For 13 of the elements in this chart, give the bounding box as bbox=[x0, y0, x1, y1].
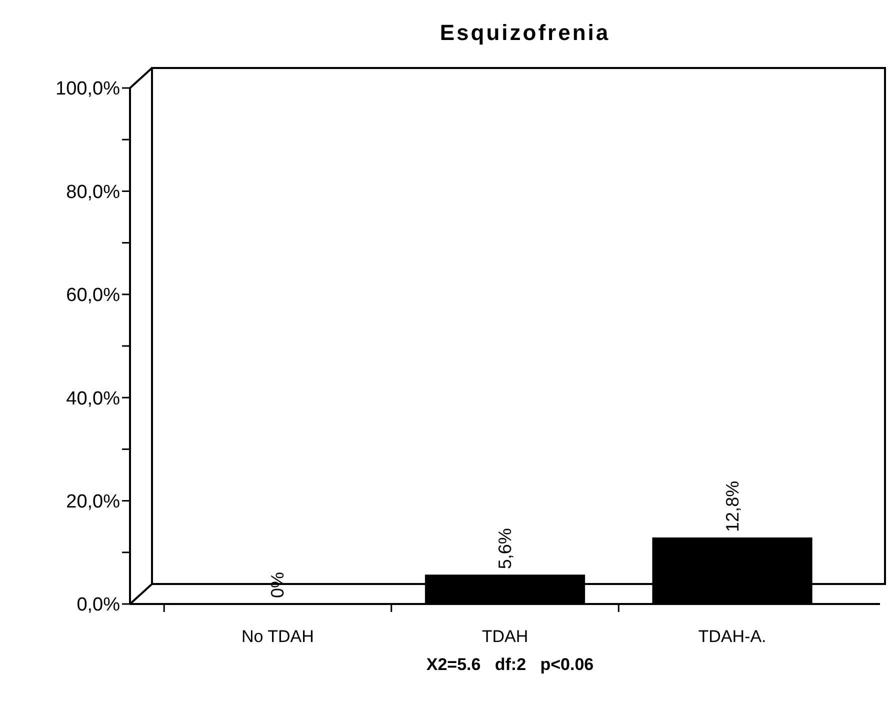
y-tick-label: 100,0% bbox=[56, 78, 120, 100]
data-label: 5,6% bbox=[495, 528, 515, 570]
y-tick-label: 40,0% bbox=[66, 388, 120, 410]
data-label: 12,8% bbox=[722, 480, 742, 532]
y-tick-label: 60,0% bbox=[66, 285, 120, 306]
y-tick-label: 0,0% bbox=[76, 594, 120, 616]
chart-title: Esquizofrenia bbox=[440, 20, 610, 45]
x-tick-label: TDAH bbox=[482, 627, 528, 646]
y-tick-label: 20,0% bbox=[66, 491, 120, 512]
x-tick-label: TDAH-A. bbox=[698, 627, 766, 646]
text: X2=5.6 df:2 p<0.06 bbox=[426, 655, 594, 674]
x-tick-label: No TDAH bbox=[242, 627, 314, 646]
y-tick-label: 80,0% bbox=[66, 182, 120, 203]
